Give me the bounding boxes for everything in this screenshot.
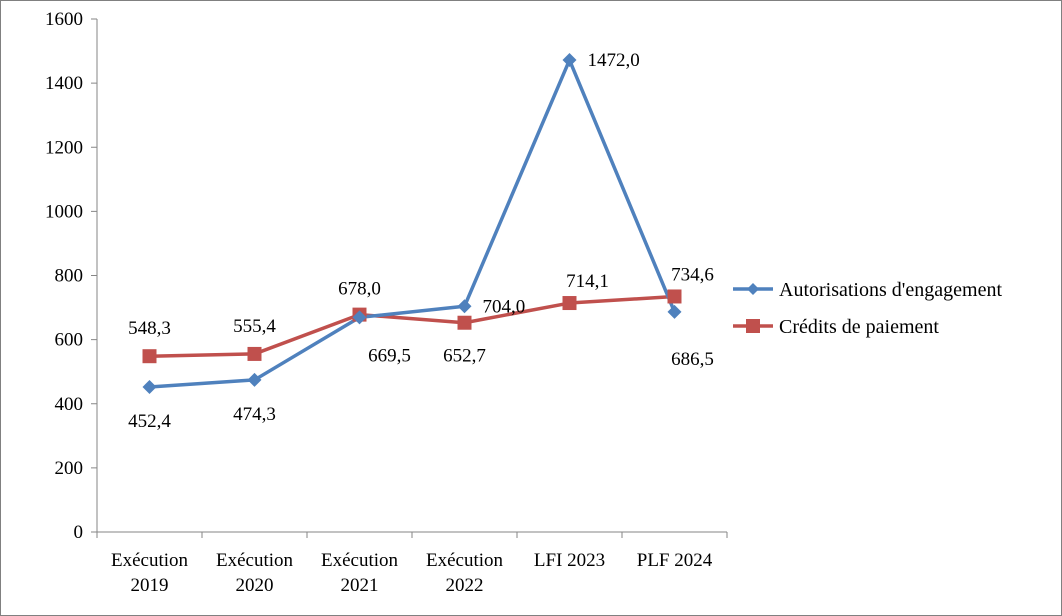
legend-marker-paiement (746, 319, 760, 333)
point-marker-paiement (142, 349, 157, 364)
series-line-paiement (149, 294, 675, 358)
data-label-paiement: 714,1 (566, 271, 609, 292)
x-tick-label: Exécution 2022 (426, 550, 504, 596)
point-marker-paiement (247, 346, 262, 361)
point-marker-paiement (562, 296, 577, 311)
data-label-engagement: 474,3 (233, 404, 276, 425)
y-tick-label: 200 (55, 458, 84, 479)
point-marker-engagement (667, 304, 682, 319)
series-line-engagement (149, 58, 677, 389)
point-marker-engagement (562, 53, 577, 68)
point-marker-engagement (352, 310, 367, 325)
legend-marker-engagement (747, 283, 759, 295)
y-tick-label: 1000 (45, 201, 83, 222)
data-label-paiement: 652,7 (443, 346, 486, 367)
y-tick-label: 600 (55, 330, 84, 351)
x-tick-label: PLF 2024 (637, 550, 713, 571)
data-label-engagement: 1472,0 (588, 50, 640, 71)
x-tick-label: Exécution 2020 (216, 550, 294, 596)
legend-label-paiement: Crédits de paiement (779, 316, 939, 338)
x-tick-label: Exécution 2019 (111, 550, 189, 596)
data-label-paiement: 678,0 (338, 279, 381, 300)
data-label-engagement: 452,4 (128, 411, 171, 432)
point-marker-paiement (667, 289, 682, 304)
data-labels: 452,4 474,3 669,5 704,0 1472,0 686,5 548,3 555,… (128, 50, 714, 432)
data-label-paiement: 548,3 (128, 318, 171, 339)
point-marker-engagement (247, 372, 262, 387)
data-label-paiement: 734,6 (671, 264, 714, 285)
point-marker-engagement (457, 299, 472, 314)
legend: Autorisations d'engagement Crédits de pa… (733, 279, 1002, 338)
series-lines (142, 53, 682, 394)
x-tick-label: LFI 2023 (534, 550, 605, 571)
x-tick-label: Exécution 2021 (321, 550, 399, 596)
y-tick-label: 0 (74, 522, 84, 543)
point-marker-paiement (457, 315, 472, 330)
point-marker-engagement (142, 379, 157, 394)
data-label-engagement: 704,0 (483, 296, 526, 317)
y-tick-label: 400 (55, 394, 84, 415)
y-tick-label: 1400 (45, 73, 83, 94)
data-label-paiement: 555,4 (233, 316, 276, 337)
data-label-engagement: 669,5 (368, 345, 411, 366)
axes: 0 200 400 600 800 1000 1200 1400 1600 Exécution 20… (45, 9, 728, 596)
y-tick-label: 800 (55, 266, 84, 287)
data-label-engagement: 686,5 (671, 349, 714, 370)
y-tick-label: 1200 (45, 137, 83, 158)
legend-label-engagement: Autorisations d'engagement (779, 279, 1002, 301)
y-tick-label: 1600 (45, 9, 83, 30)
